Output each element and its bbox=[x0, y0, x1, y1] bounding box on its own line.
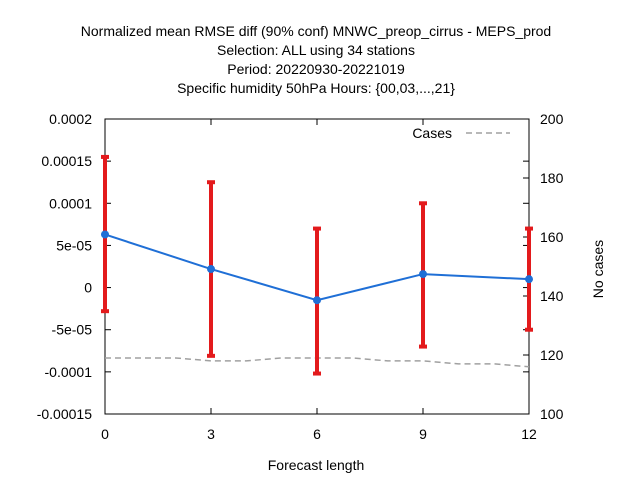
x-tick-label: 0 bbox=[101, 426, 109, 442]
x-tick-label: 9 bbox=[419, 426, 427, 442]
right-tick-label: 200 bbox=[540, 111, 564, 127]
left-tick-label: 0.0002 bbox=[49, 111, 92, 127]
left-tick-label: 0.0001 bbox=[49, 195, 92, 211]
errorbar-series bbox=[101, 154, 533, 376]
mean-point bbox=[525, 275, 533, 284]
title-line: Normalized mean RMSE diff (90% conf) MNW… bbox=[81, 23, 551, 39]
right-tick-label: 140 bbox=[540, 288, 564, 304]
x-axis: 0 3 6 9 12 bbox=[101, 119, 537, 442]
x-tick-label: 6 bbox=[313, 426, 321, 442]
right-tick-label: 180 bbox=[540, 170, 564, 186]
left-tick-label: -5e-05 bbox=[52, 322, 93, 338]
left-tick-label: -0.0001 bbox=[45, 364, 93, 380]
left-tick-label: -0.00015 bbox=[37, 406, 92, 422]
legend-label: Cases bbox=[412, 125, 452, 141]
x-axis-label: Forecast length bbox=[268, 457, 365, 473]
right-tick-label: 160 bbox=[540, 229, 564, 245]
right-tick-label: 100 bbox=[540, 406, 564, 422]
legend: Cases bbox=[412, 125, 510, 141]
title-line: Selection: ALL using 34 stations bbox=[217, 42, 415, 58]
left-tick-label: 5e-05 bbox=[56, 237, 92, 253]
left-axis: 0.0002 0.00015 0.0001 5e-05 0 -5e-05 -0.0001 -0… bbox=[37, 111, 529, 422]
left-tick-label: 0.00015 bbox=[41, 153, 92, 169]
mean-point bbox=[101, 230, 109, 239]
mean-point bbox=[207, 265, 215, 274]
right-axis-label: No cases bbox=[590, 240, 606, 298]
right-tick-label: 120 bbox=[540, 347, 564, 363]
title-line: Period: 20220930-20221019 bbox=[227, 61, 405, 77]
mean-series bbox=[101, 230, 533, 305]
title-line: Specific humidity 50hPa Hours: {00,03,..… bbox=[177, 80, 455, 96]
mean-point bbox=[313, 296, 321, 305]
mean-point bbox=[419, 270, 427, 279]
x-tick-label: 3 bbox=[207, 426, 215, 442]
left-tick-label: 0 bbox=[84, 280, 92, 296]
x-tick-label: 12 bbox=[521, 426, 537, 442]
chart-title: Normalized mean RMSE diff (90% conf) MNW… bbox=[81, 23, 551, 96]
